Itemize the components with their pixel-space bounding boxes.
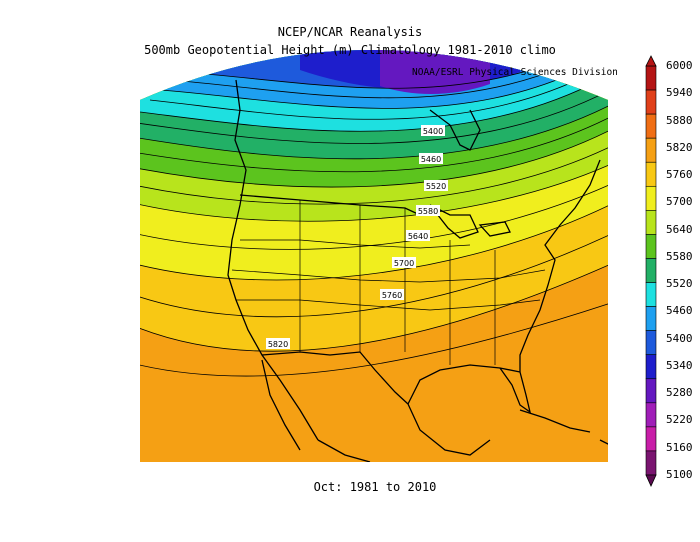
colorbar-tick-label: 5520 bbox=[666, 277, 693, 291]
colorbar-cell bbox=[645, 89, 657, 115]
colorbar-cells bbox=[645, 65, 657, 476]
colorbar-cell bbox=[645, 137, 657, 163]
colorbar-cell bbox=[645, 113, 657, 139]
colorbar-tick-label: 5400 bbox=[666, 331, 693, 345]
plot-title-line1: NCEP/NCAR Reanalysis bbox=[277, 25, 423, 39]
contour-label-5820: 5820 bbox=[268, 340, 288, 349]
colorbar-tick-label: 5340 bbox=[666, 358, 693, 372]
colorbar-cell bbox=[645, 330, 657, 356]
colorbar-cell bbox=[645, 402, 657, 428]
time-period-label: Oct: 1981 to 2010 bbox=[313, 480, 437, 494]
contour-label-5640: 5640 bbox=[408, 232, 428, 241]
colorbar-top-arrow bbox=[645, 55, 657, 67]
colorbar-cell bbox=[645, 258, 657, 283]
colorbar-cell bbox=[645, 354, 657, 380]
colorbar-cell bbox=[645, 210, 657, 235]
colorbar-tick-label: 5220 bbox=[666, 413, 693, 427]
colorbar-tick-label: 6000 bbox=[666, 59, 693, 72]
colorbar-cell bbox=[645, 161, 657, 187]
credit-label: NOAA/ESRL Physical Sciences Division bbox=[412, 67, 618, 78]
colorbar-tick-label: 5460 bbox=[666, 304, 693, 318]
colorbar-tick-label: 5640 bbox=[666, 222, 693, 236]
colorbar-cell bbox=[645, 234, 657, 259]
colorbar-cell bbox=[645, 378, 657, 404]
colorbar-cell bbox=[645, 65, 657, 91]
contour-label-5460: 5460 bbox=[421, 155, 441, 164]
contour-label-5400: 5400 bbox=[423, 127, 443, 136]
colorbar-cell bbox=[645, 450, 657, 476]
colorbar-bottom-arrow bbox=[645, 474, 657, 487]
colorbar-tick-label: 5700 bbox=[666, 195, 693, 209]
colorbar-cell bbox=[645, 426, 657, 452]
plot-title-line2: 500mb Geopotential Height (m) Climatolog… bbox=[144, 43, 556, 57]
colorbar-cell bbox=[645, 306, 657, 331]
colorbar-tick-label: 5160 bbox=[666, 440, 693, 454]
contour-label-group: 5400 5460 5520 5580 5640 5700 5760 5820 bbox=[266, 125, 448, 349]
colorbar-tick-label: 5580 bbox=[666, 249, 693, 263]
colorbar-tick-label: 5100 bbox=[666, 468, 693, 481]
colorbar-tick-label: 5880 bbox=[666, 113, 693, 127]
contour-label-5700: 5700 bbox=[394, 259, 414, 268]
contour-label-5520: 5520 bbox=[426, 182, 446, 191]
contour-label-5760: 5760 bbox=[382, 291, 402, 300]
contour-label-5580: 5580 bbox=[418, 207, 438, 216]
colorbar-tick-label: 5280 bbox=[666, 386, 693, 400]
colorbar-cell bbox=[645, 185, 657, 211]
colorbar-tick-label: 5820 bbox=[666, 140, 693, 154]
colorbar-cell bbox=[645, 282, 657, 307]
colorbar-tick-label: 5940 bbox=[666, 86, 693, 100]
colorbar-tick-label: 5760 bbox=[666, 168, 693, 182]
